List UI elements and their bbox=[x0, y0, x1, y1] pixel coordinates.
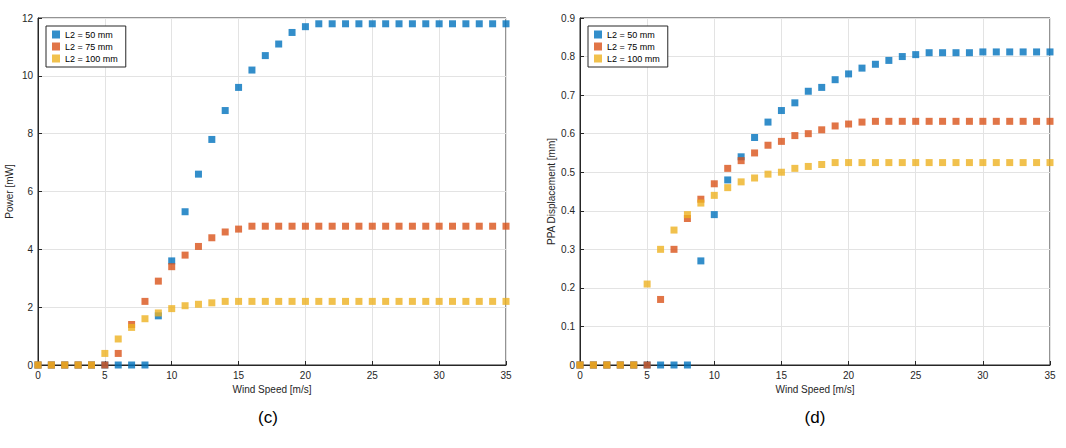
svg-text:L2 = 100 mm: L2 = 100 mm bbox=[607, 54, 660, 64]
svg-text:0: 0 bbox=[577, 370, 583, 381]
svg-text:4: 4 bbox=[27, 244, 33, 255]
svg-text:(d): (d) bbox=[805, 408, 826, 427]
svg-text:5: 5 bbox=[102, 370, 108, 381]
svg-text:10: 10 bbox=[166, 370, 178, 381]
svg-text:5: 5 bbox=[644, 370, 650, 381]
svg-text:25: 25 bbox=[910, 370, 922, 381]
svg-text:0: 0 bbox=[569, 360, 575, 371]
svg-text:0.2: 0.2 bbox=[561, 282, 575, 293]
svg-text:(c): (c) bbox=[258, 408, 278, 427]
svg-text:0: 0 bbox=[27, 360, 33, 371]
svg-text:L2 = 75 mm: L2 = 75 mm bbox=[607, 42, 655, 52]
svg-text:8: 8 bbox=[27, 128, 33, 139]
svg-text:0.4: 0.4 bbox=[561, 205, 575, 216]
svg-text:30: 30 bbox=[977, 370, 989, 381]
svg-text:10: 10 bbox=[22, 70, 34, 81]
svg-text:0.1: 0.1 bbox=[561, 321, 575, 332]
svg-text:0.6: 0.6 bbox=[561, 128, 575, 139]
svg-text:Power [mW]: Power [mW] bbox=[4, 164, 15, 219]
svg-text:25: 25 bbox=[367, 370, 379, 381]
svg-text:L2 = 100 mm: L2 = 100 mm bbox=[65, 54, 118, 64]
svg-text:Wind Speed [m/s]: Wind Speed [m/s] bbox=[233, 384, 312, 395]
svg-text:35: 35 bbox=[1044, 370, 1056, 381]
svg-text:35: 35 bbox=[500, 370, 512, 381]
svg-text:20: 20 bbox=[843, 370, 855, 381]
svg-text:PPA Displacement [mm]: PPA Displacement [mm] bbox=[546, 138, 557, 245]
svg-text:L2 = 75 mm: L2 = 75 mm bbox=[65, 42, 113, 52]
svg-text:30: 30 bbox=[434, 370, 446, 381]
svg-text:15: 15 bbox=[776, 370, 788, 381]
svg-text:2: 2 bbox=[27, 302, 33, 313]
svg-text:0.5: 0.5 bbox=[561, 167, 575, 178]
svg-text:0: 0 bbox=[35, 370, 41, 381]
svg-text:6: 6 bbox=[27, 186, 33, 197]
svg-text:12: 12 bbox=[22, 13, 34, 24]
svg-text:15: 15 bbox=[233, 370, 245, 381]
svg-text:Wind Speed [m/s]: Wind Speed [m/s] bbox=[776, 384, 855, 395]
svg-text:L2 = 50 mm: L2 = 50 mm bbox=[65, 30, 113, 40]
svg-text:0.9: 0.9 bbox=[561, 13, 575, 24]
svg-text:20: 20 bbox=[300, 370, 312, 381]
svg-text:10: 10 bbox=[709, 370, 721, 381]
svg-text:0.7: 0.7 bbox=[561, 90, 575, 101]
svg-text:0.8: 0.8 bbox=[561, 51, 575, 62]
svg-text:L2 = 50 mm: L2 = 50 mm bbox=[607, 30, 655, 40]
svg-text:0.3: 0.3 bbox=[561, 244, 575, 255]
